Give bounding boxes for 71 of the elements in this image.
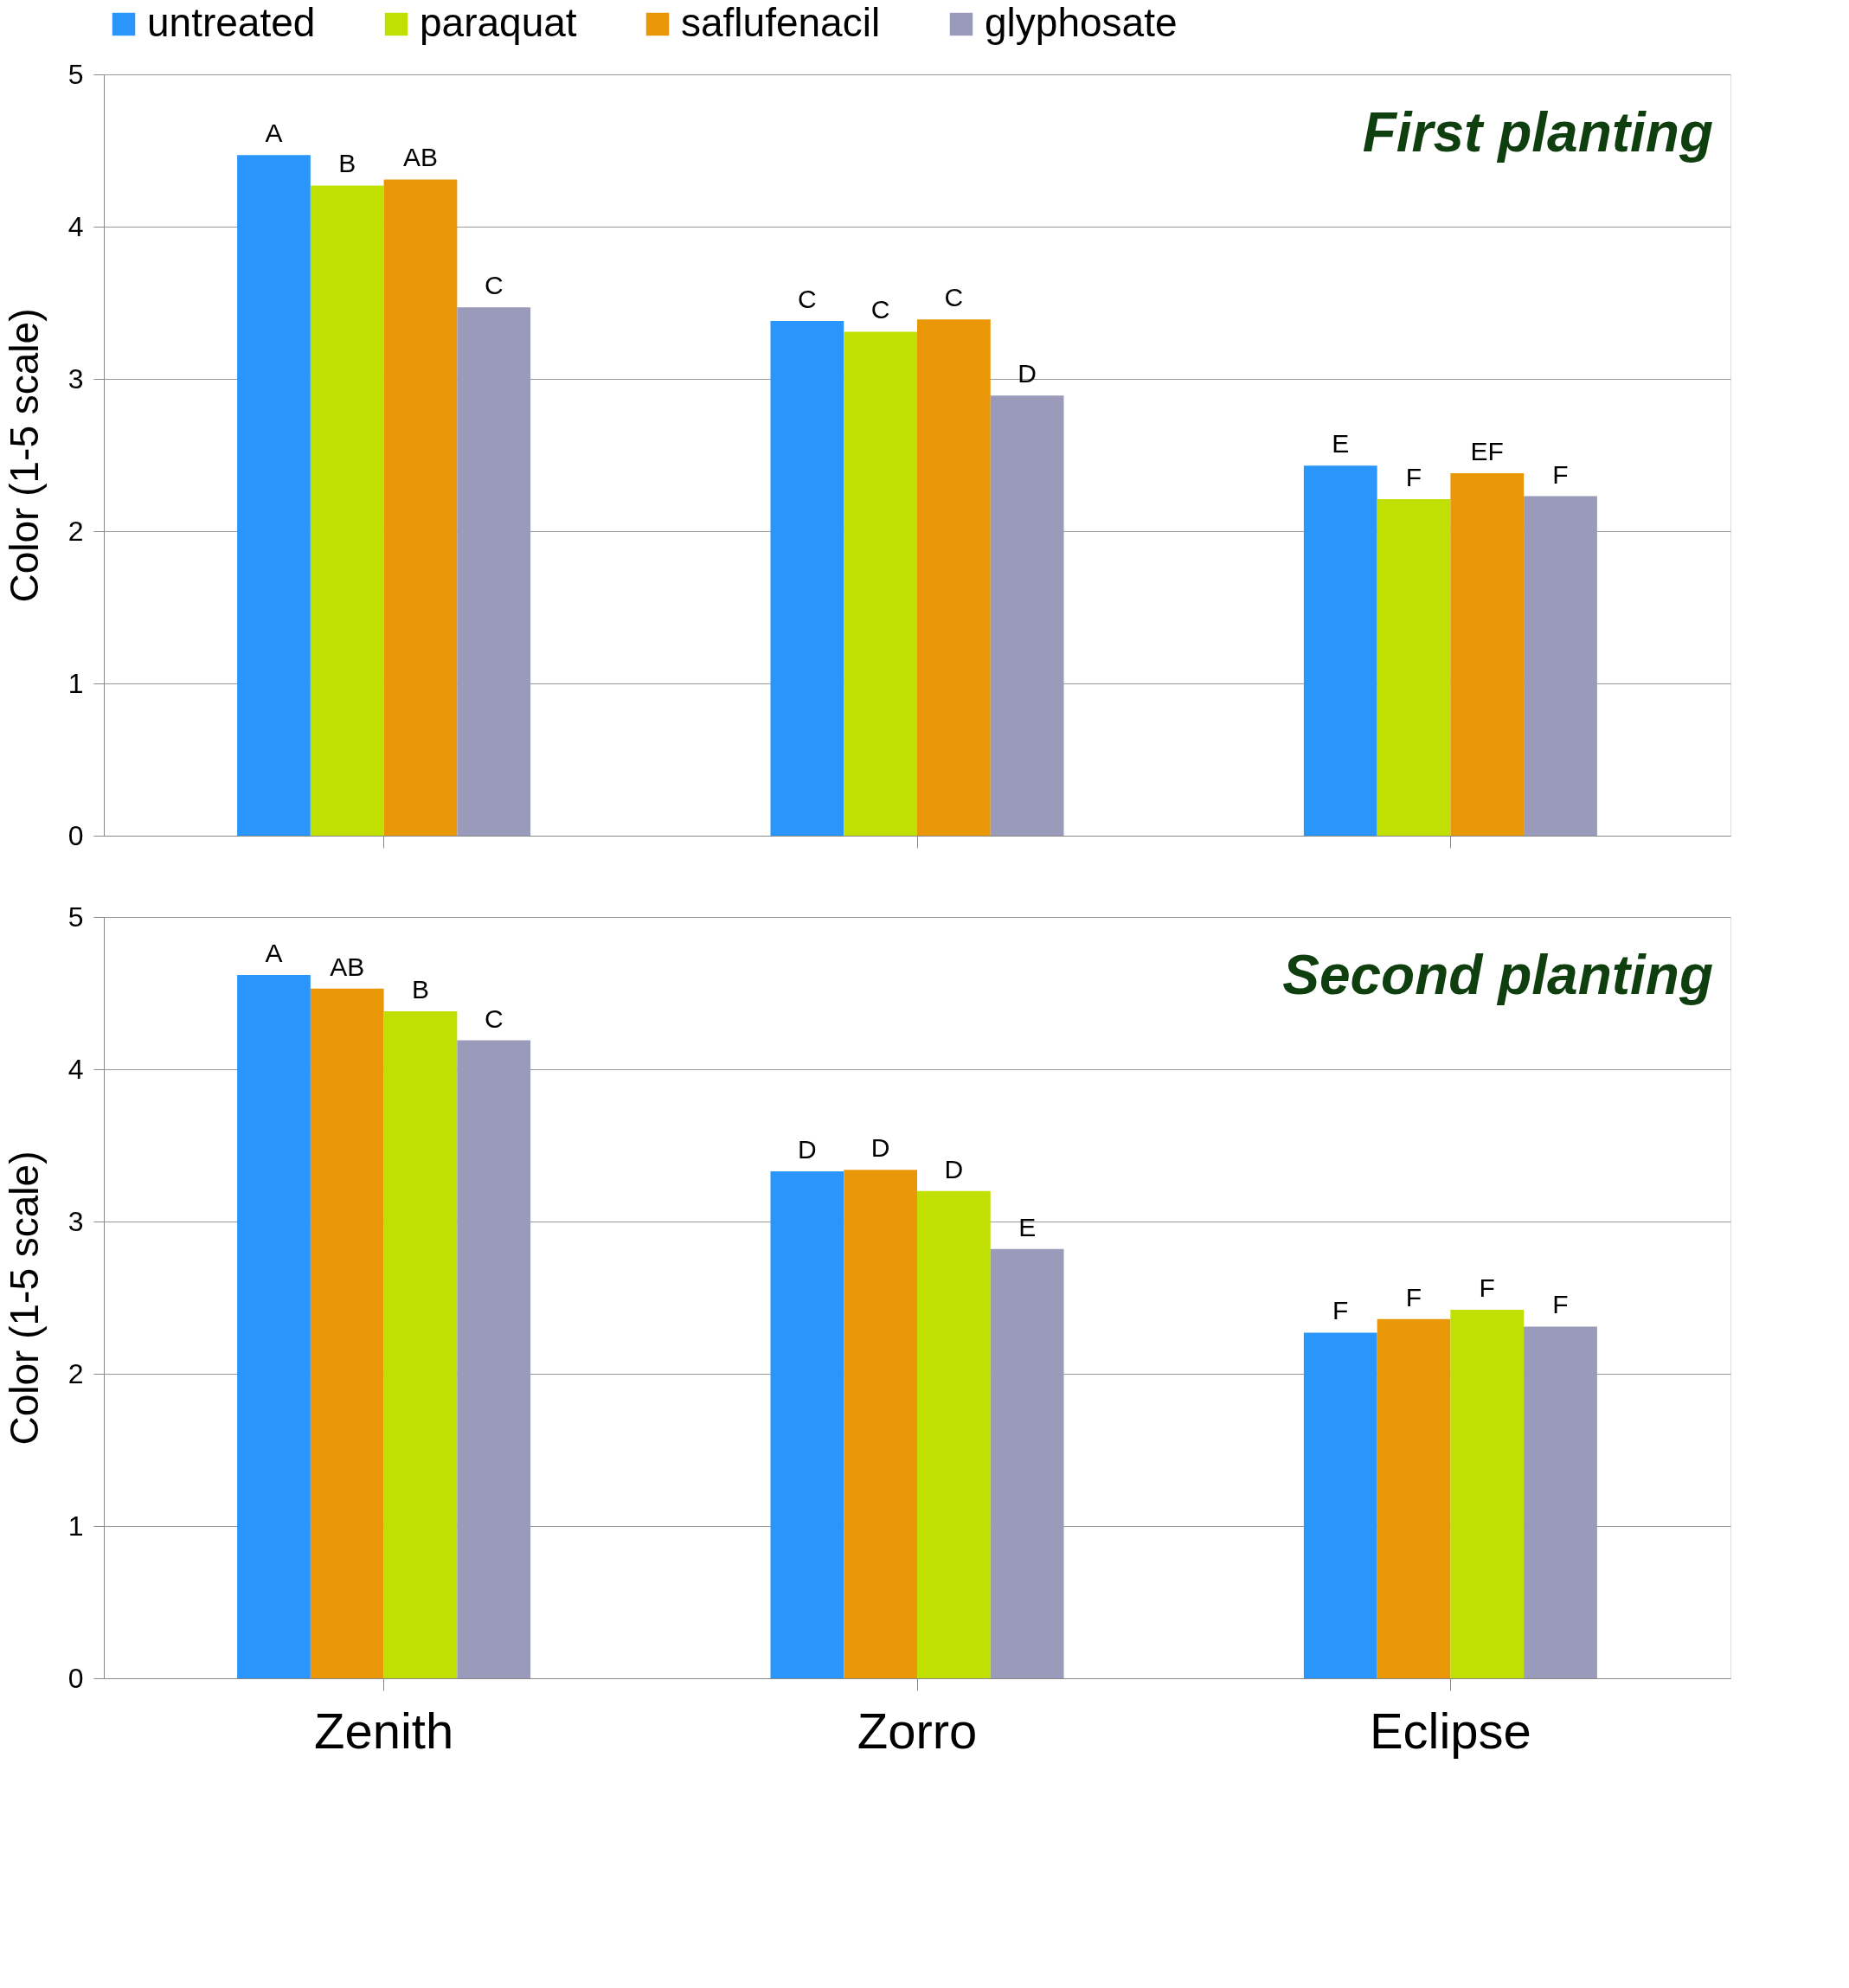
data-label: C xyxy=(484,1004,504,1033)
bar xyxy=(917,319,991,836)
bar xyxy=(1524,1326,1597,1678)
bar xyxy=(990,1248,1064,1678)
data-label: D xyxy=(944,1154,964,1183)
bar xyxy=(237,974,311,1678)
bar xyxy=(1524,496,1597,836)
data-label: C xyxy=(484,271,504,300)
bar xyxy=(457,1040,531,1678)
y-tick-label: 4 xyxy=(67,1053,84,1085)
data-label: B xyxy=(411,975,429,1004)
data-label: A xyxy=(265,938,283,967)
bar xyxy=(844,331,917,836)
bar xyxy=(1450,1310,1525,1678)
bar xyxy=(383,179,458,836)
y-tick-label: 3 xyxy=(67,362,84,394)
y-tick-label: 1 xyxy=(67,667,84,699)
data-label: F xyxy=(1479,1273,1495,1303)
bar xyxy=(1377,499,1451,836)
data-label: C xyxy=(870,295,890,324)
data-label: AB xyxy=(402,143,438,172)
data-label: EF xyxy=(1470,437,1504,466)
bar xyxy=(310,185,384,836)
y-tick-label: 0 xyxy=(67,819,84,851)
data-label: D xyxy=(870,1133,890,1163)
data-label: F xyxy=(1405,463,1422,492)
y-tick-label: 5 xyxy=(67,58,84,90)
bar xyxy=(383,1011,458,1678)
y-tick-label: 2 xyxy=(67,1357,84,1389)
legend-label: paraquat xyxy=(420,0,577,45)
bar xyxy=(1450,473,1525,836)
legend-label: saflufenacil xyxy=(681,0,881,45)
annotation: First planting xyxy=(1362,101,1713,164)
x-tick-label: Zenith xyxy=(314,1702,454,1759)
data-label: E xyxy=(1018,1212,1037,1241)
y-axis-title: Color (1-5 scale) xyxy=(1,1151,47,1446)
y-tick-label: 1 xyxy=(67,1510,84,1542)
bar xyxy=(990,395,1064,836)
data-label: F xyxy=(1405,1282,1422,1311)
bar xyxy=(310,988,384,1678)
data-label: AB xyxy=(330,952,365,981)
y-tick-label: 5 xyxy=(67,901,84,933)
y-tick-label: 4 xyxy=(67,210,84,242)
data-label: F xyxy=(1332,1296,1349,1325)
data-label: E xyxy=(1332,429,1350,459)
bar xyxy=(1303,1332,1377,1678)
x-tick-label: Eclipse xyxy=(1369,1702,1531,1759)
x-tick-label: Zorro xyxy=(857,1702,978,1759)
bar xyxy=(457,307,531,836)
y-tick-label: 3 xyxy=(67,1205,84,1237)
bar xyxy=(770,1170,844,1678)
data-label: D xyxy=(798,1134,817,1164)
legend-label: untreated xyxy=(147,0,316,45)
legend-label: glyphosate xyxy=(985,0,1178,45)
bar xyxy=(770,321,844,836)
annotation: Second planting xyxy=(1282,944,1713,1006)
bar xyxy=(917,1190,991,1678)
data-label: F xyxy=(1552,1290,1569,1319)
bar xyxy=(237,155,311,836)
data-label: F xyxy=(1552,459,1569,489)
bar xyxy=(1303,465,1377,836)
y-tick-label: 0 xyxy=(67,1662,84,1694)
y-tick-label: 2 xyxy=(67,515,84,547)
bar xyxy=(1377,1318,1451,1678)
data-label: C xyxy=(798,285,817,314)
bar xyxy=(844,1170,917,1678)
data-label: C xyxy=(944,283,964,312)
y-axis-title: Color (1-5 scale) xyxy=(1,308,47,603)
data-label: A xyxy=(265,119,283,148)
data-label: D xyxy=(1018,359,1037,388)
data-label: B xyxy=(338,149,356,178)
